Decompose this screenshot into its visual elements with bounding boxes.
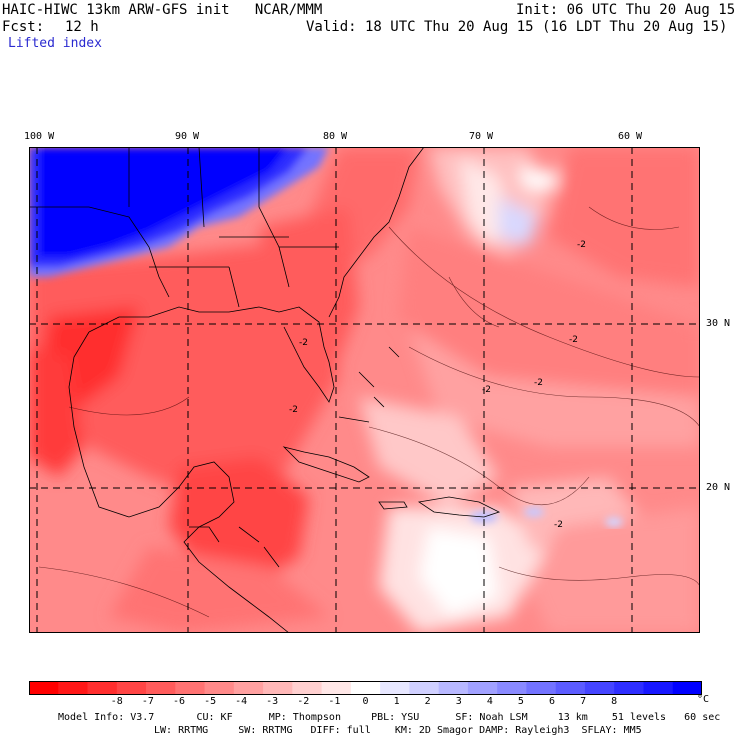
map-frame [29, 147, 700, 633]
model-info-line2: LW: RRTMG SW: RRTMG DIFF: full KM: 2D Sm… [154, 725, 642, 736]
colorbar-tick-label: 8 [611, 696, 618, 707]
contour-lines [38, 206, 700, 618]
colorbar-tick-label: 4 [486, 696, 493, 707]
lon-label-70w: 70 W [469, 131, 494, 142]
colorbar-swatch [175, 681, 206, 695]
colorbar-tick-label: 3 [455, 696, 462, 707]
colorbar-swatch [614, 681, 644, 695]
colorbar-tick-label: 2 [424, 696, 431, 707]
field-name: Lifted index [8, 36, 102, 51]
lifted-index-map: -2 -2 -2 -2 -2 -2 -2 [29, 147, 700, 633]
lon-label-90w: 90 W [175, 131, 200, 142]
title-left: HAIC-HIWC 13km ARW-GFS init NCAR/MMM [2, 2, 323, 18]
colorbar-tick-label: 5 [517, 696, 524, 707]
colorbar-swatch [204, 681, 235, 695]
colorbar [29, 680, 703, 695]
lat-label-20n: 20 N [706, 482, 731, 493]
colorbar-swatch [643, 681, 674, 695]
colorbar-swatch [233, 681, 264, 695]
colorbar-tick-label: -6 [172, 696, 186, 707]
contour-label: -2 [534, 378, 543, 388]
colorbar-swatch [350, 681, 381, 695]
colorbar-swatch [555, 681, 586, 695]
colorbar-tick-label: -5 [204, 696, 217, 707]
colorbar-swatch [146, 681, 176, 695]
contour-label: -2 [482, 385, 491, 395]
contour-label: -2 [554, 520, 563, 530]
colorbar-tick-label: -8 [110, 696, 123, 707]
colorbar-swatch [29, 681, 59, 695]
contour-label: -2 [577, 240, 586, 250]
colorbar-swatch [116, 681, 147, 695]
lat-lon-grid [29, 147, 700, 633]
colorbar-swatch [292, 681, 323, 695]
model-info-line1: Model Info: V3.7 CU: KF MP: Thompson PBL… [58, 712, 721, 723]
init-time: Init: 06 UTC Thu 20 Aug 15 [516, 2, 736, 18]
colorbar-tick-label: 7 [580, 696, 587, 707]
map-svg: -2 -2 -2 -2 -2 -2 -2 [29, 147, 700, 633]
colorbar-swatch [58, 681, 89, 695]
colorbar-tick-label: -3 [266, 696, 279, 707]
colorbar-swatch [263, 681, 293, 695]
colorbar-tick-label: -7 [141, 696, 154, 707]
colorbar-swatch [584, 681, 615, 695]
colorbar-swatch [438, 681, 469, 695]
colorbar-unit: °C [697, 694, 710, 705]
valid-time: Valid: 18 UTC Thu 20 Aug 15 (16 LDT Thu … [306, 19, 728, 35]
colorbar-tick-label: 0 [362, 696, 369, 707]
colorbar-swatch [467, 681, 498, 695]
contour-label: -2 [289, 405, 298, 415]
contour-label: -2 [569, 335, 578, 345]
colorbar-swatch [87, 681, 118, 695]
colorbar-svg [29, 681, 703, 695]
colorbar-tick-label: -4 [235, 696, 248, 707]
colorbar-swatch [526, 681, 557, 695]
colorbar-swatch [321, 681, 352, 695]
colorbar-frame [29, 681, 702, 695]
colorbar-swatch [409, 681, 440, 695]
colorbar-tick-label: -1 [328, 696, 341, 707]
coastlines [29, 147, 501, 633]
colorbar-tick-label: -2 [297, 696, 310, 707]
stable-airmass-blue [29, 147, 329, 277]
lon-label-60w: 60 W [618, 131, 643, 142]
lat-label-30n: 30 N [706, 318, 731, 329]
colorbar-swatch [672, 681, 703, 695]
forecast-label: Fcst: [2, 19, 45, 35]
contour-label: -2 [299, 338, 308, 348]
colorbar-tick-label: 6 [548, 696, 556, 707]
colorbar-tick-label: 1 [393, 696, 400, 707]
colorbar-swatch [497, 681, 527, 695]
blue-patches [470, 507, 623, 527]
lon-label-100w: 100 W [24, 131, 55, 142]
lon-label-80w: 80 W [323, 131, 348, 142]
colorbar-swatch [380, 681, 410, 695]
contour-label-group: -2 -2 -2 -2 -2 -2 -2 [289, 240, 586, 530]
forecast-hour: 12 h [65, 19, 99, 35]
